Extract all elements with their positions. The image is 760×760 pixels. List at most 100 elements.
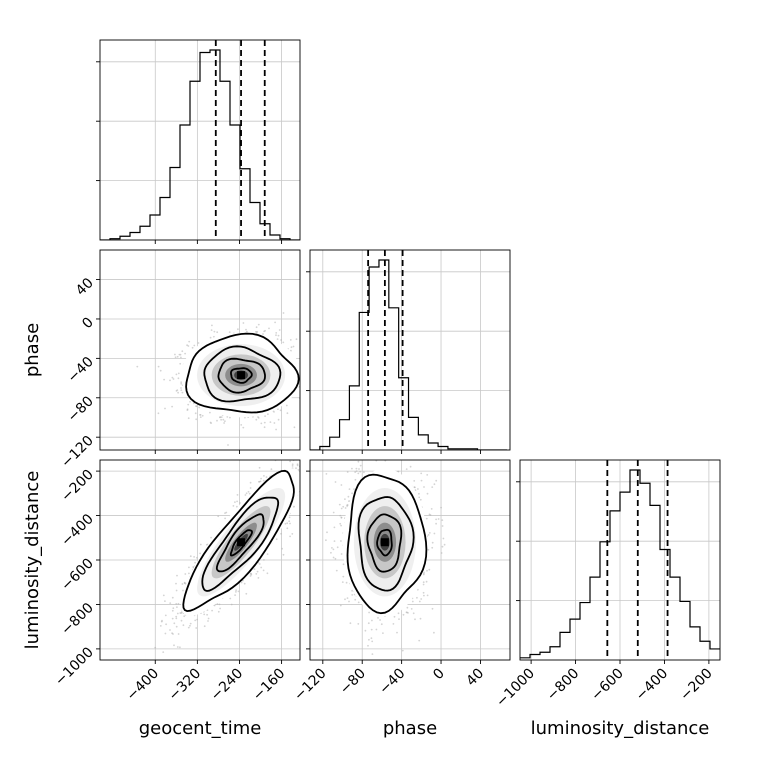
sample-point [172,378,175,380]
sample-point [182,589,184,592]
sample-point [195,405,198,408]
sample-point [256,570,259,573]
sample-point [224,517,227,520]
sample-point [187,403,190,406]
sample-point [210,536,213,539]
sample-point [312,395,314,397]
sample-point [418,496,421,499]
sample-point [229,597,232,600]
content-layer [100,40,720,660]
sample-point [217,515,220,518]
sample-point [291,457,293,459]
sample-point [172,633,174,635]
sample-point [242,426,245,429]
sample-point [181,391,184,394]
sample-point [188,340,191,343]
sample-point [275,334,277,337]
sample-point [180,356,182,359]
sample-point [291,463,294,466]
sample-point [290,346,293,349]
sample-point [161,619,163,622]
sample-point [282,341,285,344]
sample-point [162,594,165,597]
sample-point [263,421,266,424]
sample-point [286,412,289,415]
sample-point [179,646,181,649]
sample-point [186,344,189,347]
sample-point [171,617,174,620]
sample-point [199,414,201,416]
sample-point [243,582,246,585]
sample-point [230,603,233,606]
sample-point [159,625,162,627]
sample-point [188,572,190,575]
sample-point [288,520,291,523]
histogram-luminosity_distance [520,469,720,659]
sample-point [225,511,228,514]
sample-point [341,581,344,583]
sample-point [275,332,278,334]
sample-point [198,406,201,409]
sample-point [246,330,248,333]
sample-point [174,353,176,356]
sample-point [176,355,179,358]
sample-point [193,556,196,558]
contour-0.5 [185,332,300,414]
sample-point [218,603,221,606]
sample-point [263,475,265,477]
contour-1.5 [215,513,265,573]
sample-point [293,426,296,429]
sample-point [304,369,306,371]
sample-point [269,421,272,423]
sample-point [184,573,187,575]
sample-point [311,364,313,366]
sample-point [256,330,259,333]
sample-point [237,590,240,593]
sample-point [257,417,260,419]
sample-point [288,516,291,519]
contour-2.0 [229,529,253,557]
sample-point [270,468,273,471]
sample-point [262,569,265,572]
sample-point [287,445,289,447]
density-peak [237,538,246,547]
sample-point [199,543,202,546]
sample-point [176,646,179,648]
sample-point [291,533,294,535]
sample-point [228,331,231,333]
grid-geocent_time__luminosity_distance [100,460,300,660]
sample-point [180,611,183,614]
sample-point [216,603,219,605]
sample-point [301,359,303,361]
sample-point [236,500,239,503]
sample-point [209,336,212,339]
sample-point [197,342,200,344]
sample-point [304,471,306,473]
sample-point [325,473,328,475]
sample-point [223,422,226,424]
sample-point [164,614,167,617]
sample-point [199,552,202,555]
sample-point [175,589,178,592]
sample-point [262,479,265,482]
sample-point [255,573,258,575]
sample-point [280,532,282,535]
sample-point [260,422,263,425]
sample-point [163,378,166,381]
sample-point [176,606,178,608]
sample-point [165,623,168,626]
sample-point [186,409,189,411]
sample-point [244,494,247,496]
panel-geocent_time__luminosity_distance [154,445,306,653]
sample-point [303,488,305,490]
sample-point [274,321,276,324]
sample-point [276,338,279,340]
sample-point [249,481,252,484]
sample-point [193,344,196,347]
sample-point [234,501,236,503]
sample-point [220,418,223,421]
sample-point [275,428,277,431]
sample-point [164,600,166,602]
sample-point [220,416,223,418]
sample-point [216,419,218,422]
